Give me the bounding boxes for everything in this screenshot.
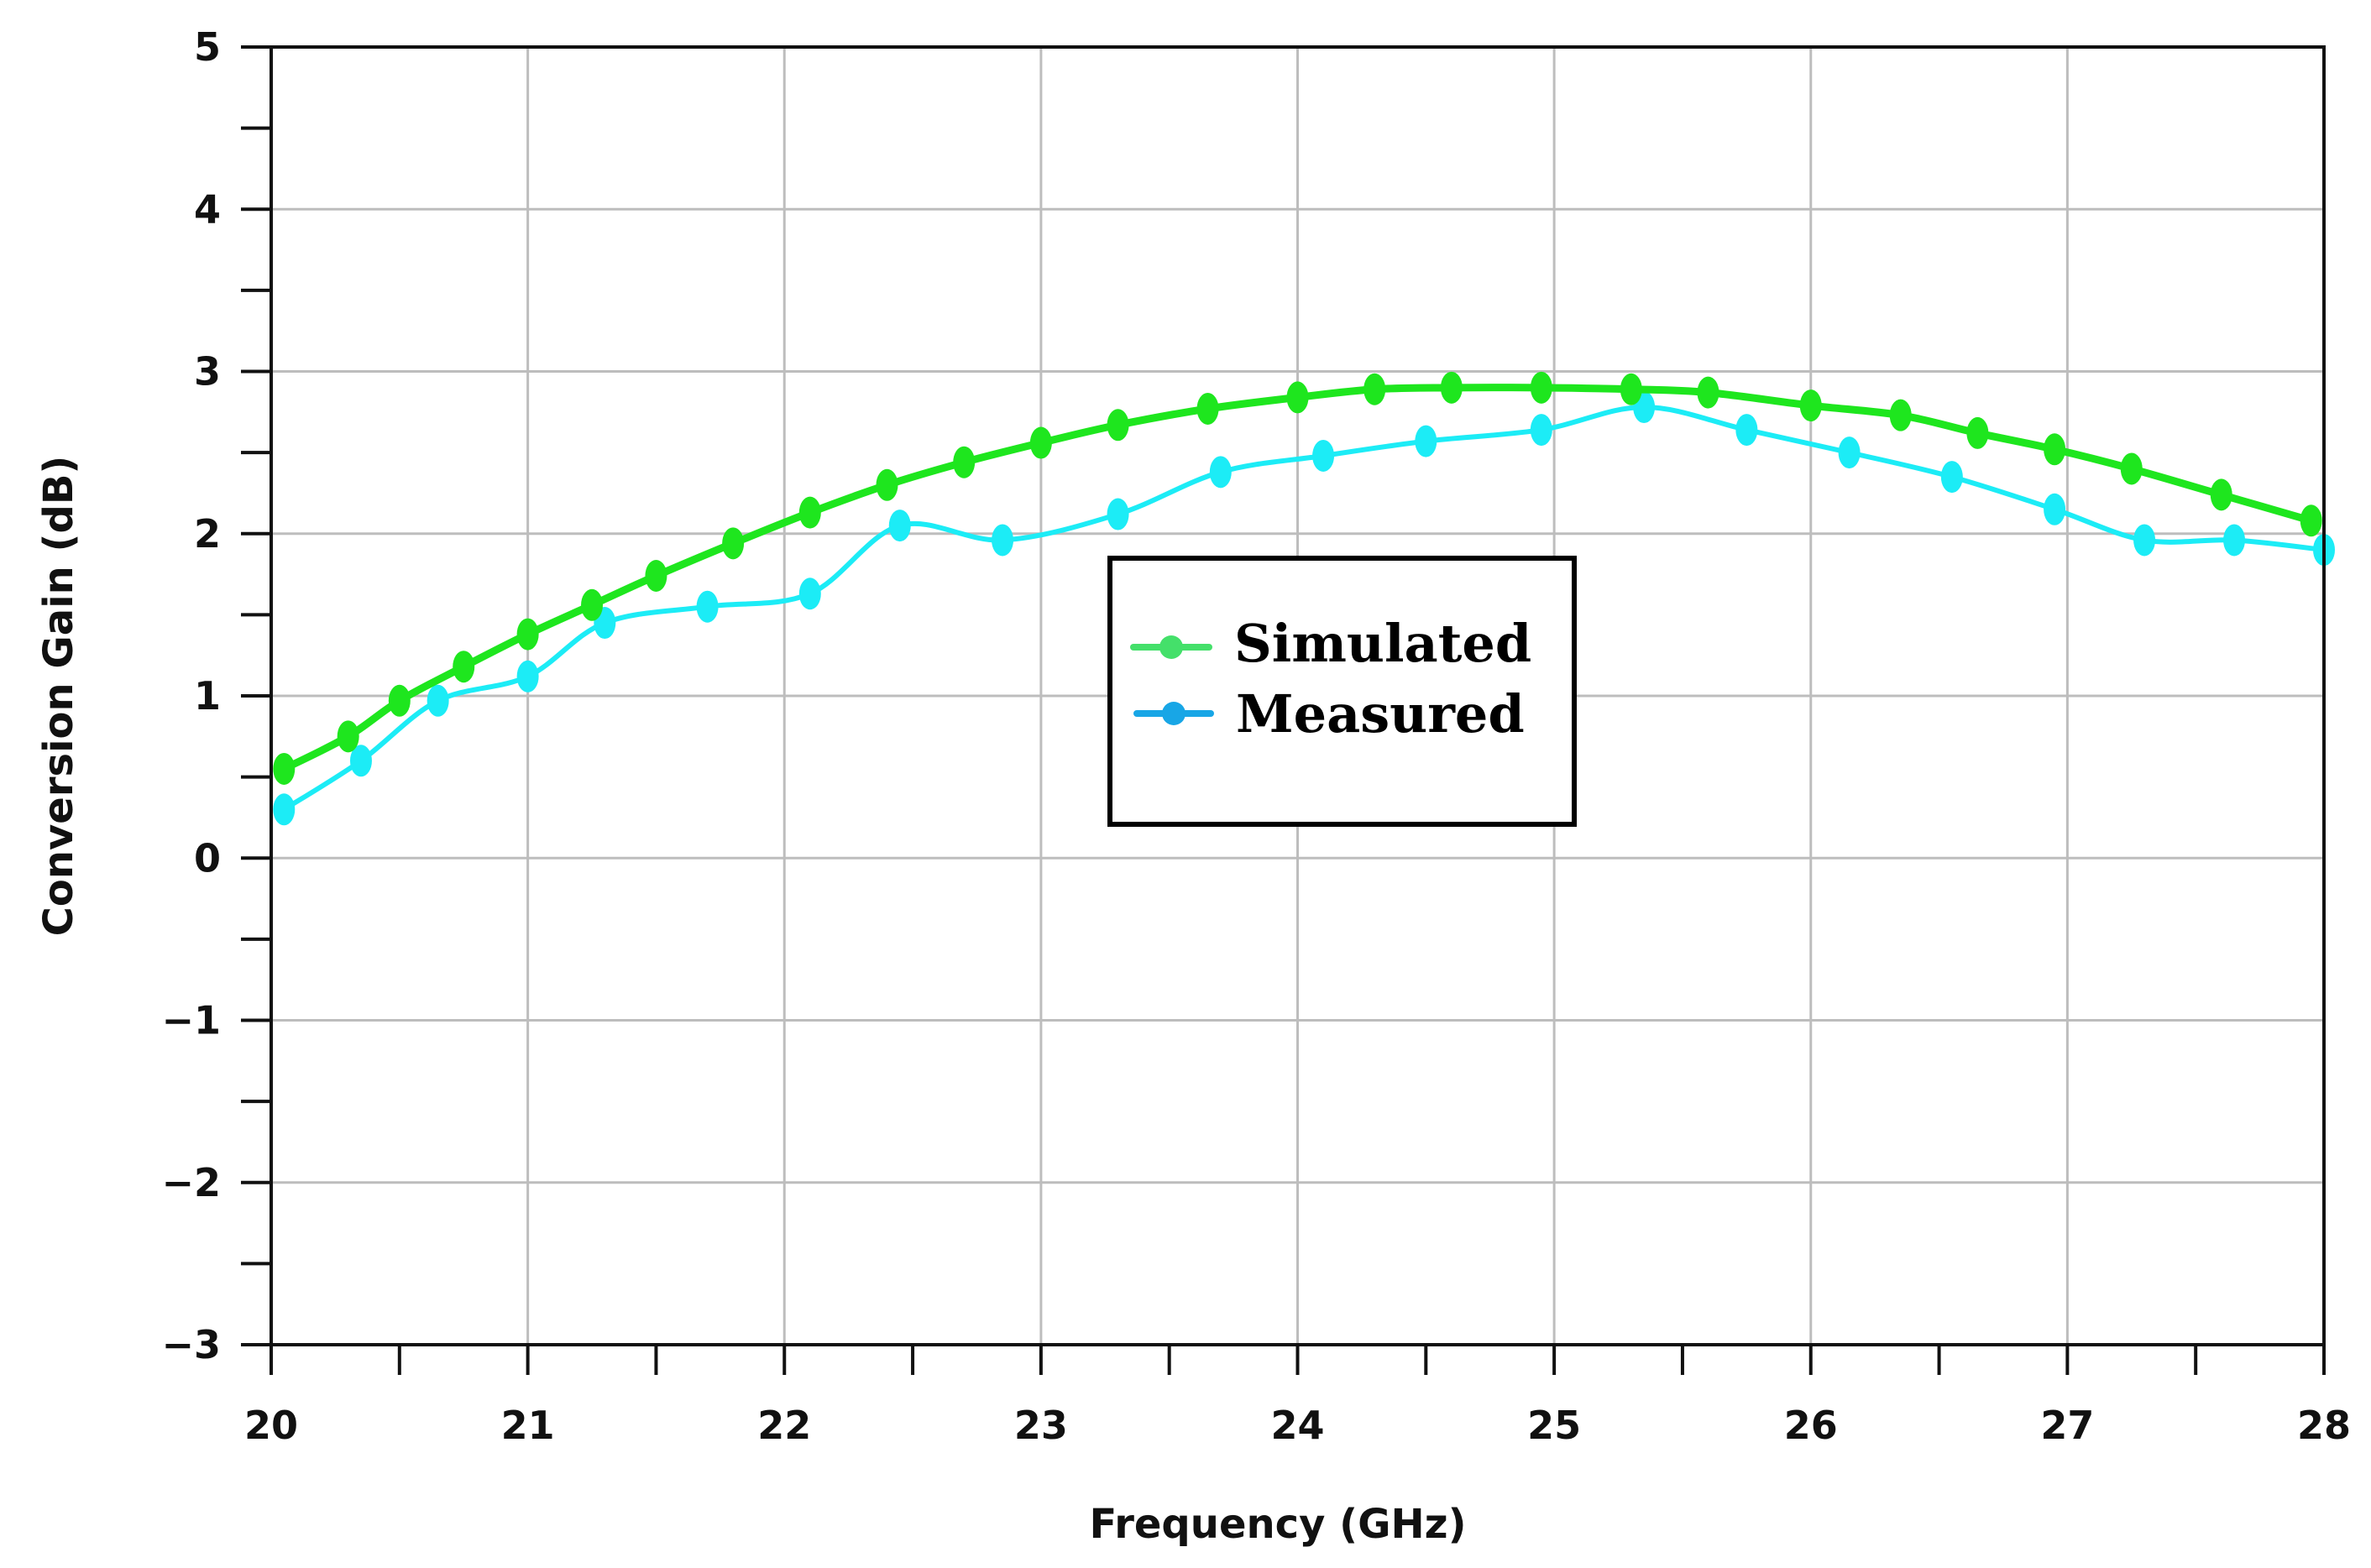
point-simulated-20 [1799,389,1822,422]
point-simulated-11 [1029,426,1052,459]
legend-label-measured: Measured [1236,683,1525,745]
point-simulated-8 [798,496,821,529]
y-tick-label: 2 [194,511,221,557]
point-measured-12 [1415,425,1437,457]
x-tick-label: 22 [757,1403,811,1448]
point-simulated-4 [516,618,539,651]
x-tick-label: 20 [244,1403,298,1448]
y-axis-label: Conversion Gain (dB) [35,456,82,937]
series-line-measured [281,405,2327,813]
point-simulated-10 [953,446,976,478]
y-tick-label: 1 [194,673,221,719]
point-measured-7 [888,510,911,542]
minor-ticks [241,45,2326,1375]
legend-marker-measured [1162,702,1186,725]
point-measured-6 [798,578,821,610]
x-tick-label: 23 [1014,1403,1068,1448]
point-measured-2 [427,684,449,717]
y-tick-label: 0 [194,835,221,881]
y-tick-label: 3 [194,349,221,395]
y-tick-label: −3 [161,1322,221,1367]
point-simulated-12 [1107,409,1129,442]
point-measured-8 [992,524,1014,557]
x-tick-label: 25 [1527,1403,1581,1448]
y-tick-label: −2 [161,1160,221,1205]
point-simulated-9 [876,468,898,501]
x-tick-label: 24 [1270,1403,1324,1448]
x-tick-labels: 20 21 22 23 24 25 26 27 28 [244,1403,2351,1448]
legend-box [1107,556,1577,827]
point-measured-16 [1838,436,1861,469]
point-simulated-5 [581,588,604,621]
x-tick-label: 27 [2040,1403,2094,1448]
point-measured-9 [1107,498,1129,531]
point-simulated-26 [2300,504,2322,537]
point-simulated-21 [1889,399,1912,431]
plot-frame [270,45,2326,1346]
point-simulated-7 [722,527,745,560]
x-tick-label: 21 [501,1403,555,1448]
legend-marker-simulated [1159,635,1183,659]
x-tick-label: 28 [2297,1403,2351,1448]
y-tick-labels: 5 4 3 2 1 0 −1 −2 −3 [161,24,221,1367]
series-layer [273,371,2335,826]
point-simulated-15 [1363,373,1386,405]
y-tick-label: −1 [161,998,221,1043]
point-simulated-3 [453,651,475,683]
point-simulated-25 [2210,478,2232,511]
point-simulated-23 [2044,433,2066,466]
point-measured-17 [1940,461,1963,494]
point-measured-15 [1735,414,1758,447]
legend: Simulated Measured [1107,556,1577,827]
point-simulated-0 [273,752,296,785]
point-simulated-6 [645,559,667,592]
point-simulated-24 [2120,452,2143,485]
point-measured-19 [2133,524,2156,557]
point-measured-20 [2223,524,2246,557]
point-simulated-1 [337,720,359,753]
point-measured-10 [1209,456,1232,489]
point-measured-11 [1312,439,1335,472]
point-simulated-14 [1286,381,1309,414]
point-simulated-2 [388,684,411,717]
point-simulated-18 [1620,373,1642,405]
point-measured-1 [349,745,372,777]
point-simulated-16 [1440,371,1463,404]
legend-label-simulated: Simulated [1234,613,1531,674]
point-measured-13 [1530,414,1552,447]
x-axis-label: Frequency (GHz) [1089,1501,1466,1548]
point-simulated-19 [1697,376,1719,409]
y-tick-label: 5 [194,24,221,70]
point-measured-0 [273,793,296,826]
series-simulated [273,371,2322,785]
point-simulated-22 [1966,416,1989,449]
point-measured-5 [696,590,719,623]
series-line-simulated [280,384,2316,773]
y-tick-label: 4 [194,186,221,232]
point-simulated-13 [1196,392,1219,425]
point-measured-3 [516,660,539,693]
point-measured-18 [2044,493,2066,525]
point-simulated-17 [1530,371,1552,404]
x-tick-label: 26 [1784,1403,1838,1448]
